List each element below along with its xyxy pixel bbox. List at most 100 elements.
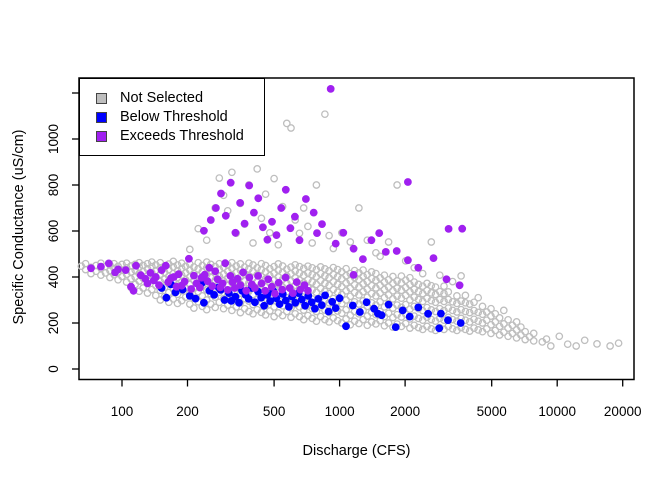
point-not-selected [265,307,274,315]
point-not-selected [299,264,308,273]
point-not-selected [350,288,359,297]
point-below-threshold [342,322,350,331]
point-exceeds-threshold [278,285,287,294]
point-not-selected [265,228,274,237]
point-exceeds-threshold [151,273,160,281]
point-exceeds-threshold [221,211,230,220]
point-exceeds-threshold [359,255,367,263]
point-not-selected [448,297,457,306]
legend-swatch-icon [96,112,107,123]
point-not-selected [232,262,241,270]
point-exceeds-threshold [121,266,130,274]
point-below-threshold [275,300,284,308]
point-not-selected [384,238,393,246]
point-exceeds-threshold [242,286,251,295]
point-not-selected [299,204,308,212]
point-not-selected [333,272,342,281]
point-not-selected [376,297,384,306]
point-exceeds-threshold [143,279,152,288]
legend: Not Selected Below Threshold Exceeds Thres… [79,78,265,156]
x-tick-label: 200 [176,404,199,419]
point-below-threshold [285,303,293,311]
legend-swatch-icon [96,131,107,142]
point-not-selected [249,239,257,247]
point-not-selected [228,306,236,315]
point-not-selected [219,304,228,313]
point-not-selected [333,316,342,325]
point-not-selected [444,304,453,312]
point-not-selected [414,287,423,296]
point-exceeds-threshold [286,224,295,233]
point-not-selected [427,315,436,324]
point-exceeds-threshold [268,217,276,226]
point-exceeds-threshold [218,279,227,288]
legend-label: Not Selected [120,90,204,106]
point-not-selected [431,283,440,291]
point-not-selected [316,263,325,271]
point-exceeds-threshold [295,236,304,245]
point-exceeds-threshold [212,204,220,212]
point-not-selected [151,291,160,300]
point-exceeds-threshold [104,259,113,268]
point-not-selected [529,329,538,338]
point-exceeds-threshold [257,279,266,288]
point-not-selected [517,323,525,331]
point-exceeds-threshold [267,282,276,291]
point-below-threshold [362,298,371,307]
point-not-selected [474,326,483,334]
point-not-selected [253,165,262,173]
point-not-selected [410,321,419,330]
point-not-selected [427,281,436,290]
point-below-threshold [307,298,316,307]
point-exceeds-threshold [245,273,254,282]
point-not-selected [265,264,274,273]
point-exceeds-threshold [87,264,95,273]
point-not-selected [81,259,90,268]
point-exceeds-threshold [226,272,235,280]
point-not-selected [278,311,287,320]
point-not-selected [453,292,461,300]
point-not-selected [474,317,483,326]
point-not-selected [372,269,380,278]
point-exceeds-threshold [272,231,281,240]
point-not-selected [321,265,329,273]
point-not-selected [177,264,186,273]
point-below-threshold [321,291,329,300]
point-exceeds-threshold [331,239,340,248]
point-exceeds-threshold [264,275,273,284]
point-below-threshold [162,293,171,302]
y-tick-label: 800 [46,174,61,197]
point-not-selected [487,304,495,313]
point-exceeds-threshold [250,208,258,217]
point-not-selected [491,309,500,318]
point-below-threshold [317,301,326,309]
point-not-selected [474,293,483,302]
point-below-threshold [311,304,319,313]
point-not-selected [291,260,300,269]
point-exceeds-threshold [187,285,196,293]
point-not-selected [448,324,457,333]
y-tick-label: 0 [46,365,61,373]
point-not-selected [440,297,448,306]
point-not-selected [606,342,614,350]
point-not-selected [380,271,389,280]
point-exceeds-threshold [185,254,193,263]
point-exceeds-threshold [309,208,318,217]
x-tick-label: 500 [263,404,286,419]
point-below-threshold [405,312,414,321]
point-not-selected [499,320,508,328]
point-exceeds-threshold [223,286,232,294]
point-not-selected [384,319,393,327]
point-not-selected [435,295,444,304]
point-not-selected [270,174,278,183]
point-not-selected [261,190,270,199]
point-exceeds-threshold [231,228,240,237]
point-not-selected [491,326,500,335]
point-not-selected [308,278,317,286]
point-exceeds-threshold [339,228,348,237]
point-not-selected [363,312,372,320]
point-not-selected [461,307,470,316]
point-not-selected [211,303,220,312]
point-not-selected [487,312,495,320]
point-below-threshold [257,293,266,302]
